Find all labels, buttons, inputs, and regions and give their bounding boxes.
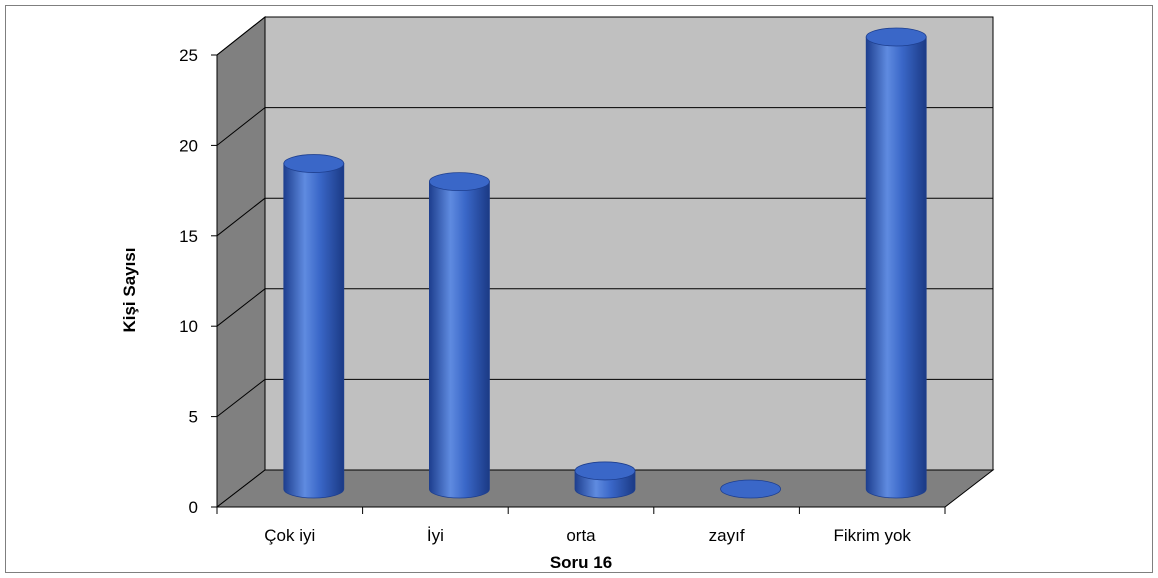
bar-body — [283, 163, 345, 499]
y-tick-label: 0 — [189, 498, 198, 517]
x-axis-title: Soru 16 — [550, 553, 612, 572]
x-tick-label: orta — [566, 526, 596, 545]
bar — [720, 479, 781, 499]
x-tick-label: İyi — [427, 526, 444, 545]
y-tick-label: 15 — [179, 227, 198, 246]
category-labels: Çok iyi İyi orta zayıf Fikrim yok — [264, 526, 911, 545]
x-tick-label: Fikrim yok — [833, 526, 911, 545]
bar-top — [283, 154, 345, 173]
bar-top — [865, 27, 927, 47]
y-tick-label: 20 — [179, 136, 198, 155]
bar — [574, 461, 636, 499]
x-tick-label: zayıf — [709, 526, 745, 545]
y-tick-label: 5 — [189, 408, 198, 427]
bars — [283, 27, 927, 499]
x-tick-label: Çok iyi — [264, 526, 315, 545]
bar — [428, 172, 490, 499]
bar-body — [865, 36, 927, 499]
bar — [283, 154, 345, 499]
gridline-diagonal — [216, 288, 266, 327]
y-tick-label: 25 — [179, 46, 198, 65]
side-wall — [216, 15, 266, 509]
bar-body — [429, 181, 490, 499]
x-axis-ticks — [216, 507, 946, 514]
bar — [865, 27, 927, 499]
gridline-diagonal — [216, 107, 266, 146]
y-axis-ticks: 0 5 10 15 20 25 — [179, 46, 217, 517]
bar-top — [574, 461, 636, 481]
bar-top — [720, 479, 781, 499]
gridline-diagonal — [216, 197, 266, 237]
gridline-diagonal — [216, 16, 266, 56]
y-tick-label: 10 — [179, 317, 198, 336]
bar-top — [428, 172, 490, 192]
gridline-diagonal — [216, 379, 266, 417]
y-axis-title: Kişi Sayısı — [120, 247, 139, 332]
